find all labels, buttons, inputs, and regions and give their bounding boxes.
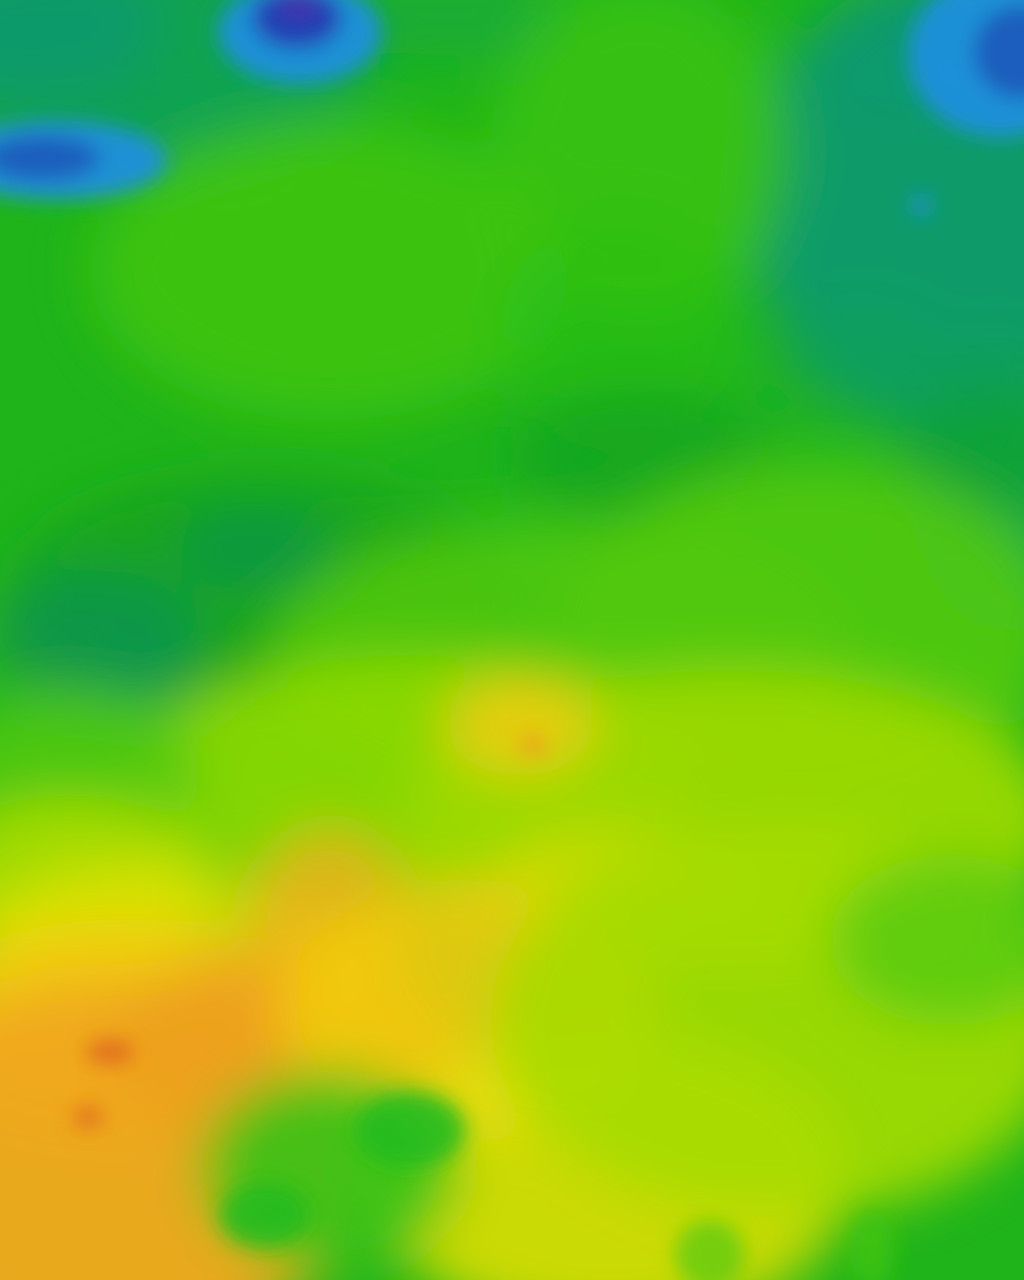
temperature-blob	[770, 300, 950, 420]
temperature-blob	[90, 120, 570, 420]
temperature-blob	[73, 1106, 103, 1128]
temperature-blob	[175, 510, 335, 590]
temperature-blob	[86, 1040, 134, 1064]
temperature-blob	[0, 0, 160, 100]
temperature-blob	[253, 0, 341, 48]
temperature-blob	[355, 1092, 465, 1168]
temperature-blob	[500, 210, 740, 450]
temperature-blob	[850, 1210, 894, 1280]
temperature-blob	[340, 0, 560, 55]
temperature-blob	[974, 6, 1024, 98]
temperature-blob	[830, 855, 1024, 1025]
temperature-blob	[445, 675, 595, 775]
temperature-blob	[85, 654, 205, 706]
temperature-blob	[900, 390, 1024, 510]
temperature-blob	[220, 1183, 310, 1247]
temperature-blob	[911, 193, 931, 217]
temperature-blob	[938, 65, 960, 81]
temperature-blob	[0, 136, 100, 180]
temperature-blob	[519, 735, 547, 755]
temperature-blob	[675, 1220, 745, 1280]
temperature-blob	[279, 0, 319, 17]
